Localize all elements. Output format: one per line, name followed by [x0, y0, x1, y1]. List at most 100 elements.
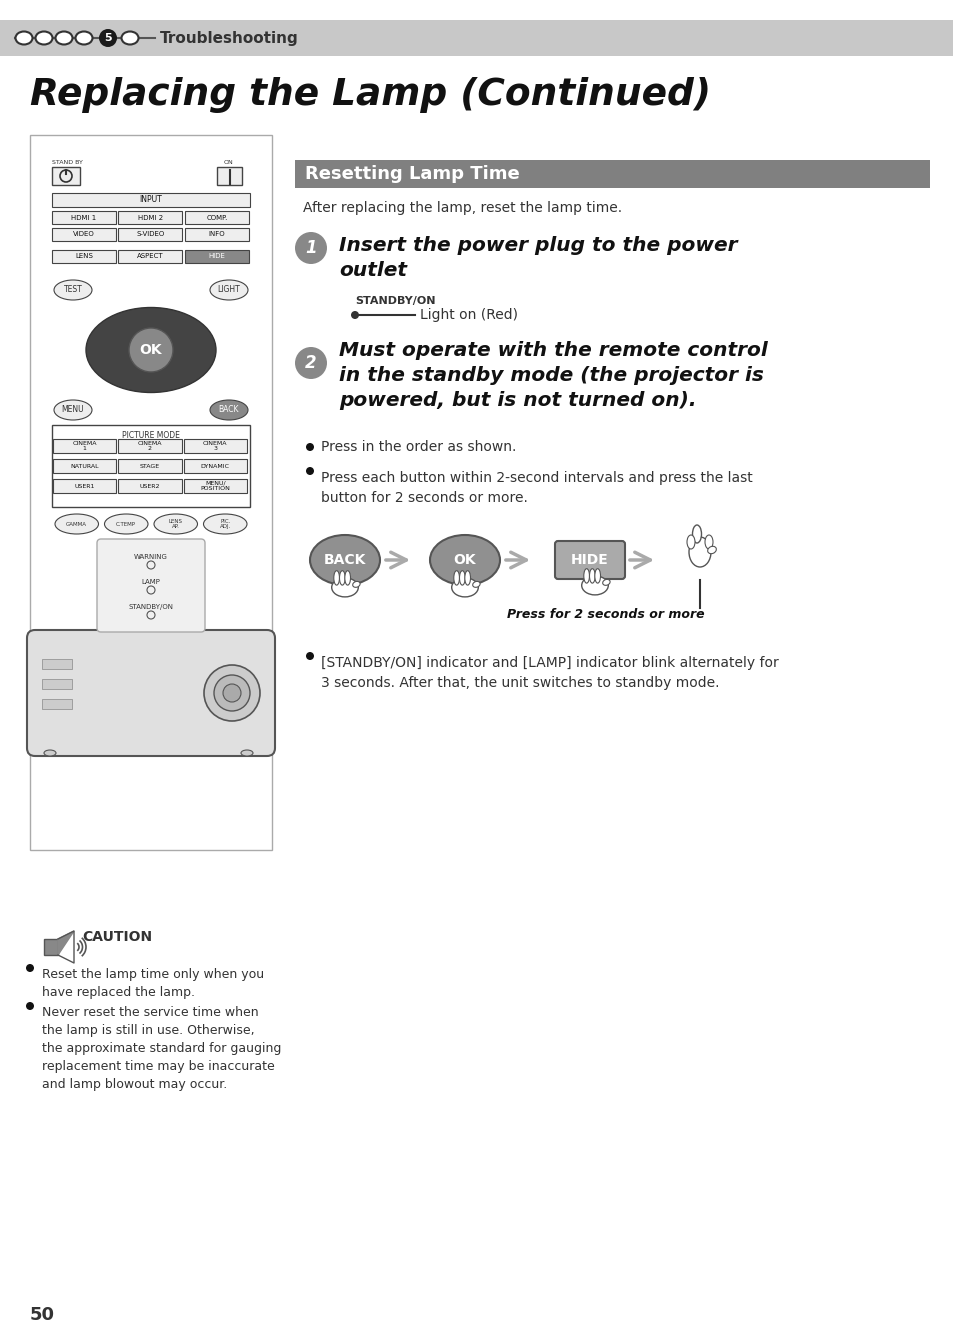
Text: Never reset the service time when
the lamp is still in use. Otherwise,
the appro: Never reset the service time when the la… — [42, 1006, 281, 1091]
Text: 2: 2 — [305, 353, 316, 372]
Text: BACK: BACK — [218, 406, 239, 415]
Text: LENS
AP.: LENS AP. — [169, 518, 183, 529]
Ellipse shape — [581, 576, 608, 595]
Circle shape — [223, 684, 241, 702]
Text: Replacing the Lamp (Continued): Replacing the Lamp (Continued) — [30, 78, 710, 112]
Text: WARNING: WARNING — [134, 554, 168, 560]
Text: After replacing the lamp, reset the lamp time.: After replacing the lamp, reset the lamp… — [303, 201, 621, 216]
Text: VIDEO: VIDEO — [73, 232, 94, 237]
Ellipse shape — [210, 280, 248, 300]
FancyBboxPatch shape — [42, 659, 71, 670]
Ellipse shape — [75, 32, 92, 44]
Text: PIC.
ADJ.: PIC. ADJ. — [219, 518, 231, 529]
FancyBboxPatch shape — [184, 439, 247, 453]
FancyBboxPatch shape — [185, 212, 249, 224]
Text: MENU: MENU — [62, 406, 84, 415]
Text: INFO: INFO — [209, 232, 225, 237]
Ellipse shape — [707, 546, 716, 554]
FancyBboxPatch shape — [42, 679, 71, 690]
FancyBboxPatch shape — [53, 479, 116, 493]
FancyBboxPatch shape — [44, 939, 58, 955]
Text: PICTURE MODE: PICTURE MODE — [122, 431, 180, 439]
Ellipse shape — [686, 536, 695, 549]
Ellipse shape — [454, 570, 459, 585]
FancyBboxPatch shape — [185, 228, 249, 241]
Text: Press for 2 seconds or more: Press for 2 seconds or more — [507, 608, 704, 621]
Ellipse shape — [583, 569, 589, 582]
FancyBboxPatch shape — [30, 135, 272, 850]
Text: HDMI 2: HDMI 2 — [138, 214, 163, 221]
Text: Light on (Red): Light on (Red) — [419, 308, 517, 321]
Circle shape — [26, 1002, 34, 1010]
Ellipse shape — [54, 280, 91, 300]
Text: Press in the order as shown.: Press in the order as shown. — [320, 441, 516, 454]
Text: 50: 50 — [30, 1306, 55, 1324]
Circle shape — [306, 652, 314, 660]
Polygon shape — [58, 931, 74, 955]
FancyBboxPatch shape — [555, 541, 624, 578]
FancyBboxPatch shape — [52, 228, 116, 241]
Ellipse shape — [430, 536, 499, 585]
FancyBboxPatch shape — [0, 20, 953, 56]
Circle shape — [294, 232, 327, 264]
FancyBboxPatch shape — [52, 167, 80, 185]
Ellipse shape — [704, 536, 712, 549]
FancyBboxPatch shape — [118, 439, 181, 453]
FancyBboxPatch shape — [52, 250, 116, 262]
Text: ASPECT: ASPECT — [137, 253, 164, 260]
Ellipse shape — [459, 570, 465, 585]
Text: Troubleshooting: Troubleshooting — [160, 31, 298, 46]
Ellipse shape — [472, 581, 479, 588]
FancyBboxPatch shape — [118, 250, 182, 262]
Text: S-VIDEO: S-VIDEO — [136, 232, 165, 237]
Ellipse shape — [310, 536, 379, 585]
Circle shape — [294, 347, 327, 379]
Text: MENU/
POSITION: MENU/ POSITION — [200, 481, 230, 491]
Ellipse shape — [589, 569, 595, 582]
Ellipse shape — [602, 580, 610, 585]
Text: STAGE: STAGE — [140, 463, 160, 469]
FancyBboxPatch shape — [97, 540, 205, 632]
Ellipse shape — [353, 581, 359, 588]
FancyBboxPatch shape — [42, 699, 71, 708]
Text: CAUTION: CAUTION — [82, 931, 152, 944]
Circle shape — [213, 675, 250, 711]
Text: OK: OK — [454, 553, 476, 566]
FancyBboxPatch shape — [294, 159, 929, 187]
Text: STAND BY: STAND BY — [51, 161, 82, 166]
Ellipse shape — [594, 569, 599, 582]
FancyBboxPatch shape — [52, 212, 116, 224]
Circle shape — [129, 328, 172, 372]
FancyBboxPatch shape — [27, 631, 274, 757]
Ellipse shape — [121, 32, 138, 44]
Text: Insert the power plug to the power
outlet: Insert the power plug to the power outle… — [338, 236, 737, 280]
Ellipse shape — [54, 400, 91, 420]
FancyBboxPatch shape — [118, 228, 182, 241]
Circle shape — [306, 443, 314, 451]
Text: NATURAL: NATURAL — [71, 463, 99, 469]
FancyBboxPatch shape — [216, 167, 242, 185]
Text: STANDBY/ON: STANDBY/ON — [129, 604, 173, 611]
Ellipse shape — [692, 525, 700, 544]
Ellipse shape — [203, 514, 247, 534]
Text: USER2: USER2 — [139, 483, 160, 489]
Ellipse shape — [688, 537, 710, 566]
Text: Press each button within 2-second intervals and press the last
button for 2 seco: Press each button within 2-second interv… — [320, 471, 752, 505]
Circle shape — [351, 311, 358, 319]
FancyBboxPatch shape — [118, 459, 181, 473]
Text: LAMP: LAMP — [141, 578, 160, 585]
Text: STANDBY/ON: STANDBY/ON — [355, 296, 435, 307]
Ellipse shape — [86, 308, 215, 392]
FancyBboxPatch shape — [53, 459, 116, 473]
Text: LIGHT: LIGHT — [217, 285, 240, 295]
Text: TEST: TEST — [64, 285, 82, 295]
Ellipse shape — [339, 570, 345, 585]
Text: CINEMA
1: CINEMA 1 — [72, 441, 97, 451]
Text: GAMMA: GAMMA — [66, 521, 87, 526]
FancyBboxPatch shape — [118, 479, 181, 493]
Ellipse shape — [344, 570, 350, 585]
Text: Must operate with the remote control
in the standby mode (the projector is
power: Must operate with the remote control in … — [338, 341, 767, 410]
Text: HDMI 1: HDMI 1 — [71, 214, 96, 221]
Text: C.TEMP: C.TEMP — [116, 521, 136, 526]
FancyBboxPatch shape — [118, 212, 182, 224]
